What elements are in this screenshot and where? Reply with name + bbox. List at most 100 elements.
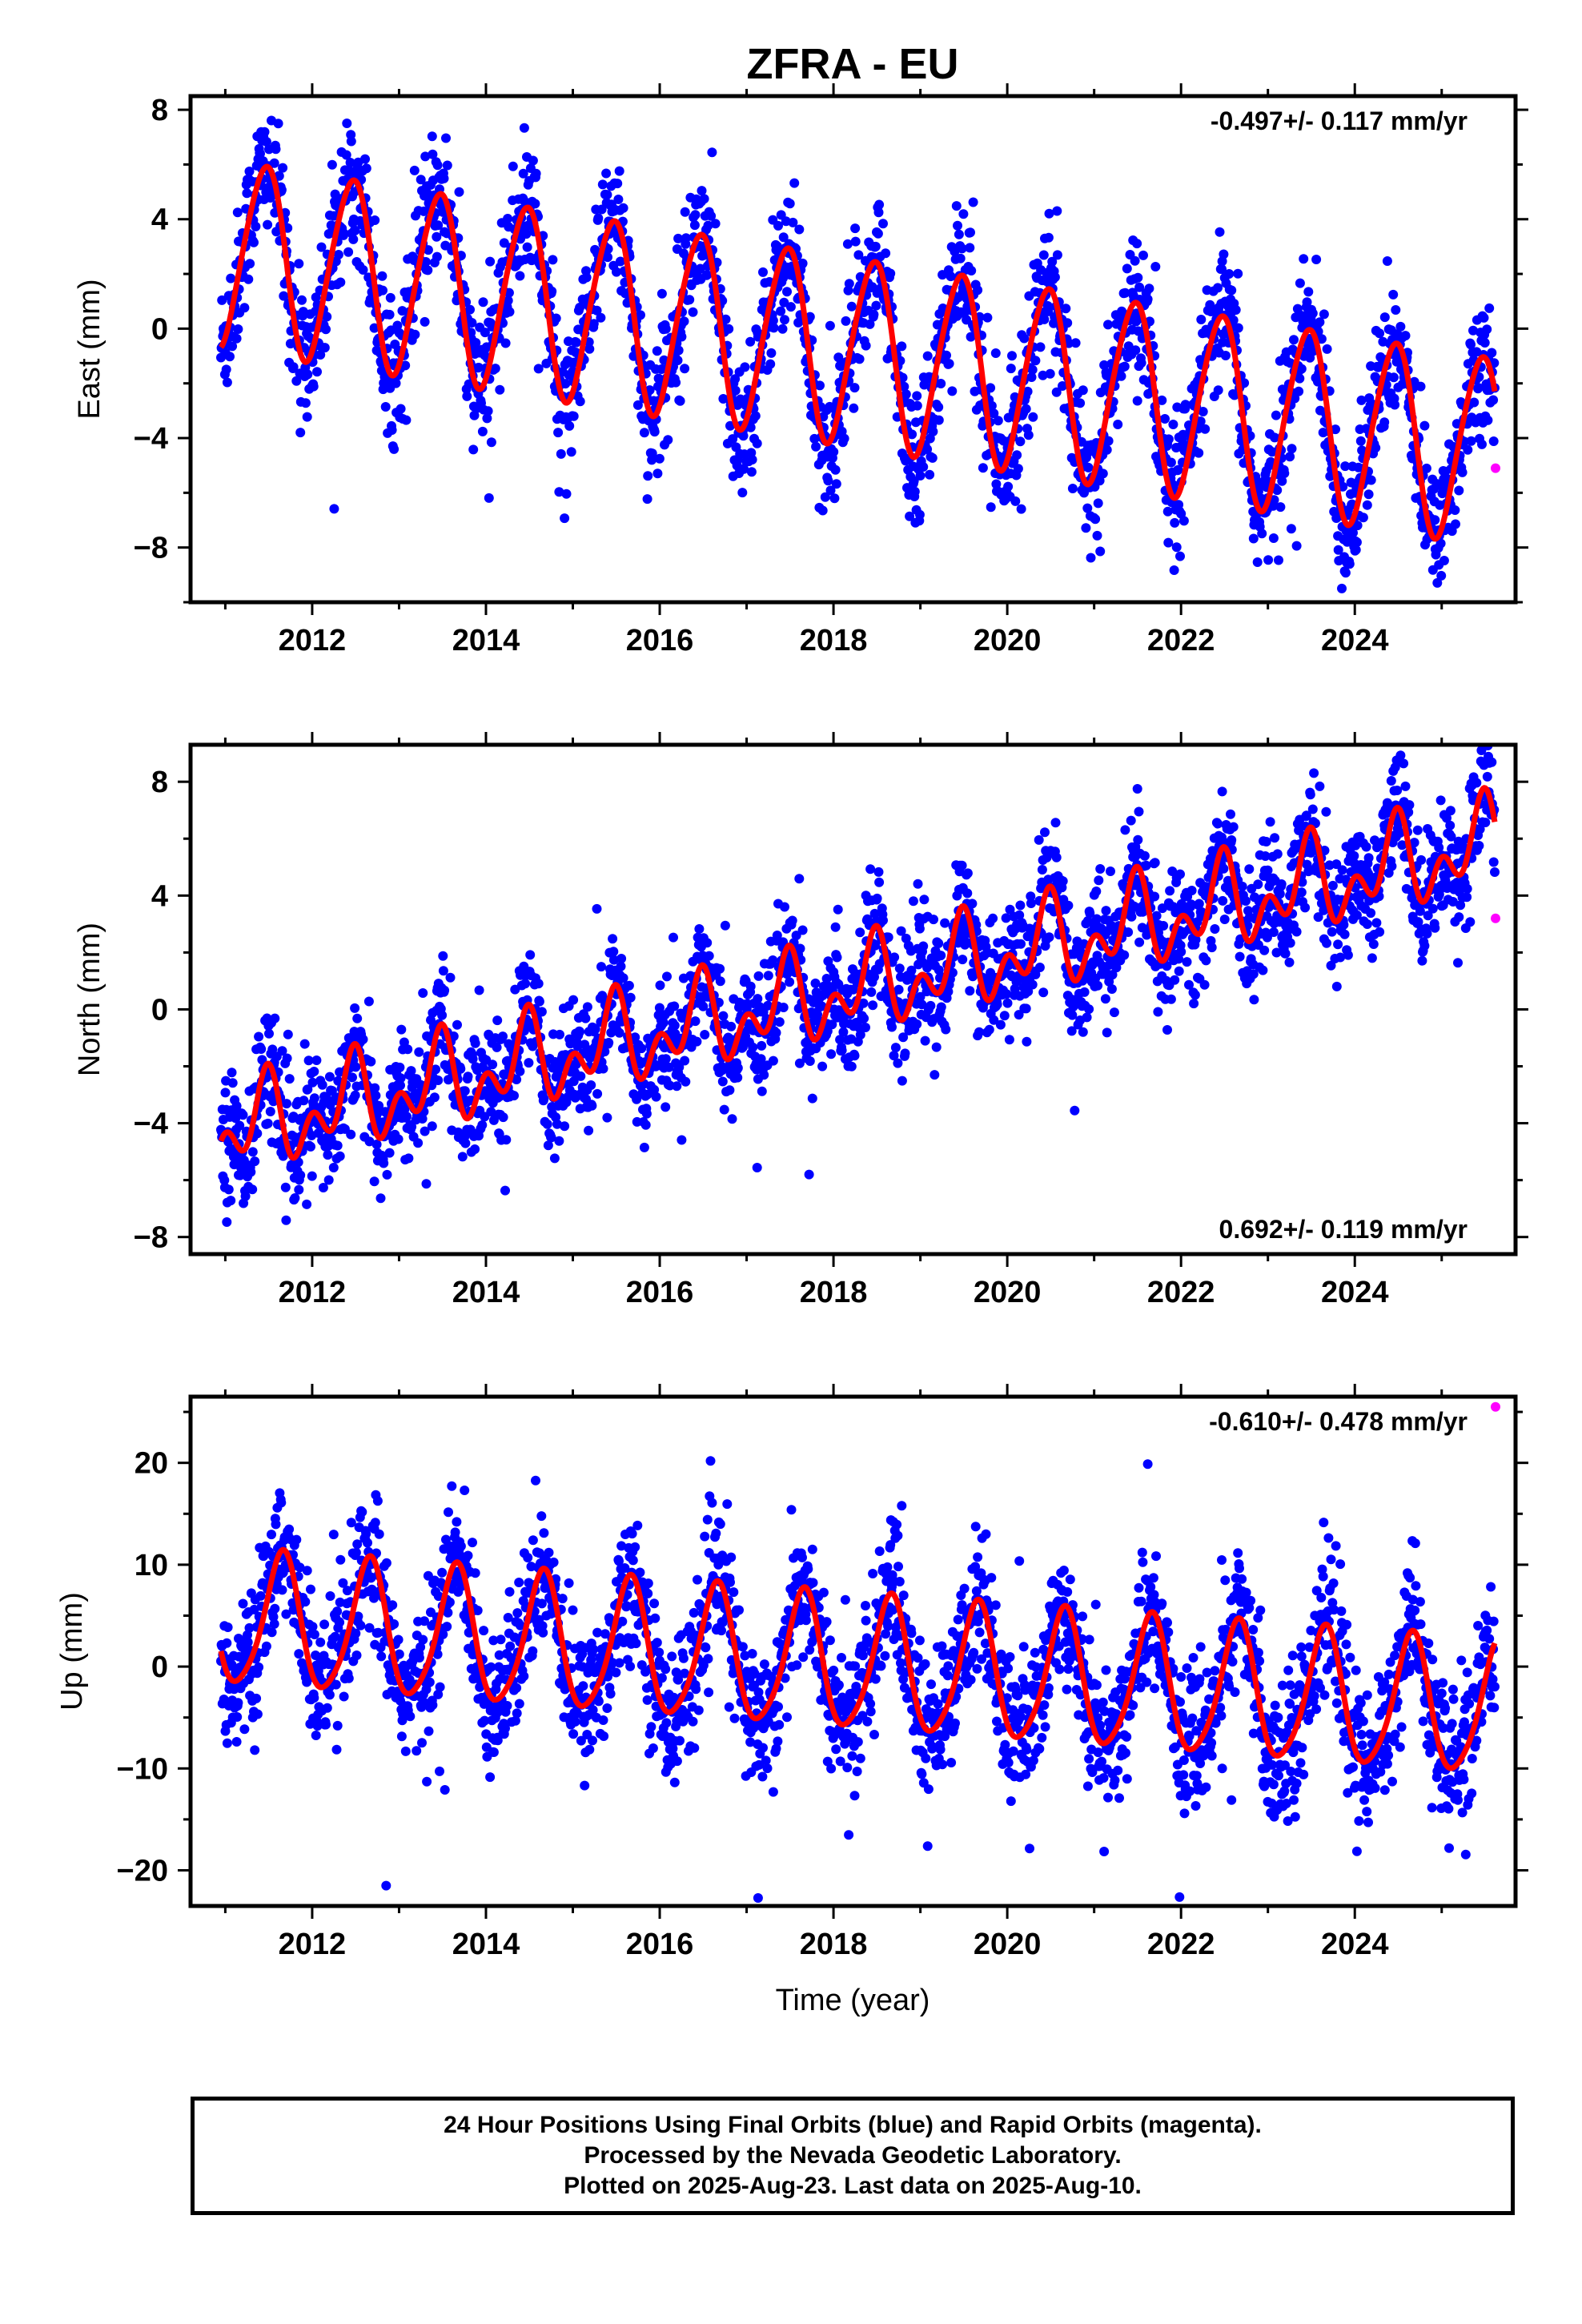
east-final-point: [1299, 254, 1309, 264]
north-final-point: [463, 1072, 473, 1082]
east-final-point: [853, 250, 864, 260]
east-final-point: [328, 211, 339, 221]
north-final-point: [299, 1096, 309, 1106]
north-final-point: [1327, 927, 1337, 937]
north-final-point: [795, 943, 805, 954]
north-final-point: [1040, 827, 1050, 838]
chart-title: ZFRA - EU: [747, 40, 959, 88]
east-final-point: [1157, 395, 1167, 405]
east-final-point: [934, 415, 944, 425]
east-final-point: [1375, 328, 1385, 339]
east-final-point: [1450, 505, 1460, 515]
north-final-point: [240, 1191, 251, 1201]
north-final-point: [817, 1061, 828, 1072]
north-final-point: [1227, 835, 1237, 845]
east-final-point: [423, 245, 433, 255]
east-final-point: [217, 295, 227, 305]
north-final-point: [1337, 865, 1347, 875]
north-final-point: [967, 899, 978, 909]
east-final-point: [548, 255, 558, 265]
east-final-point: [1130, 255, 1140, 266]
north-final-point: [486, 1107, 496, 1117]
north-final-point: [869, 971, 879, 982]
north-final-point: [931, 1042, 942, 1052]
north-final-point: [328, 1163, 339, 1172]
north-final-point: [826, 1049, 837, 1059]
north-final-point: [1219, 915, 1230, 924]
north-final-point: [1166, 994, 1176, 1004]
east-final-point: [958, 209, 969, 219]
north-final-point: [608, 934, 618, 944]
north-final-point: [690, 1016, 701, 1027]
north-final-point: [855, 1030, 865, 1040]
north-final-point: [1091, 914, 1102, 924]
east-final-point: [680, 364, 690, 374]
north-final-point: [1176, 947, 1186, 957]
east-final-point: [342, 119, 352, 128]
east-final-point: [1400, 331, 1411, 341]
north-final-point: [371, 1091, 381, 1101]
east-final-point: [1132, 396, 1142, 406]
north-final-point: [1132, 784, 1142, 794]
east-final-point: [871, 300, 881, 311]
north-final-point: [379, 1158, 389, 1168]
north-final-point: [1126, 815, 1136, 826]
north-final-point: [1026, 891, 1036, 902]
north-final-point: [681, 1076, 691, 1087]
north-final-point: [277, 1046, 287, 1056]
north-final-point: [324, 1072, 335, 1082]
east-final-point: [721, 314, 731, 324]
north-final-point: [630, 1032, 640, 1043]
east-final-point: [710, 219, 721, 229]
east-final-point: [377, 271, 387, 281]
east-final-point: [1198, 407, 1208, 416]
east-final-point: [333, 250, 343, 259]
north-final-point: [227, 1068, 237, 1078]
north-final-point: [941, 1024, 951, 1035]
east-final-point: [231, 333, 242, 344]
north-final-point: [281, 1215, 291, 1225]
north-final-point: [989, 1015, 999, 1025]
east-final-point: [1303, 287, 1314, 297]
east-final-point: [1277, 476, 1287, 486]
east-final-point: [1290, 393, 1300, 404]
east-final-point: [1116, 371, 1126, 381]
north-final-point: [492, 1042, 502, 1052]
north-final-point: [500, 1185, 510, 1196]
east-final-point: [1340, 461, 1351, 472]
east-final-point: [295, 428, 306, 438]
north-final-point: [1002, 989, 1012, 999]
north-final-point: [363, 996, 374, 1007]
north-final-point: [893, 1058, 903, 1068]
east-final-point: [1382, 256, 1392, 266]
east-final-point: [986, 502, 996, 513]
east-final-point: [263, 219, 273, 230]
east-final-point: [226, 273, 236, 283]
east-final-point: [740, 362, 750, 372]
east-final-point: [1171, 542, 1182, 553]
north-final-point: [1030, 969, 1041, 979]
east-final-point: [1488, 395, 1499, 405]
east-final-point: [432, 251, 442, 262]
east-final-point: [222, 377, 232, 388]
north-final-point: [1300, 903, 1311, 913]
east-final-point: [288, 362, 299, 372]
north-final-point: [1321, 806, 1331, 817]
east-final-point: [1163, 434, 1174, 444]
north-final-point: [555, 1029, 564, 1039]
north-final-point: [1276, 879, 1287, 889]
north-final-point: [669, 932, 678, 943]
north-final-point: [918, 941, 929, 951]
north-final-point: [587, 1100, 597, 1111]
east-final-point: [232, 207, 243, 218]
north-final-point: [1027, 979, 1038, 990]
east-final-point: [690, 210, 701, 220]
north-final-point: [1219, 863, 1229, 874]
east-final-point: [504, 287, 514, 298]
east-final-point: [1173, 464, 1183, 475]
east-final-point: [327, 159, 337, 170]
east-final-point: [271, 144, 281, 155]
east-final-point: [1379, 417, 1390, 428]
